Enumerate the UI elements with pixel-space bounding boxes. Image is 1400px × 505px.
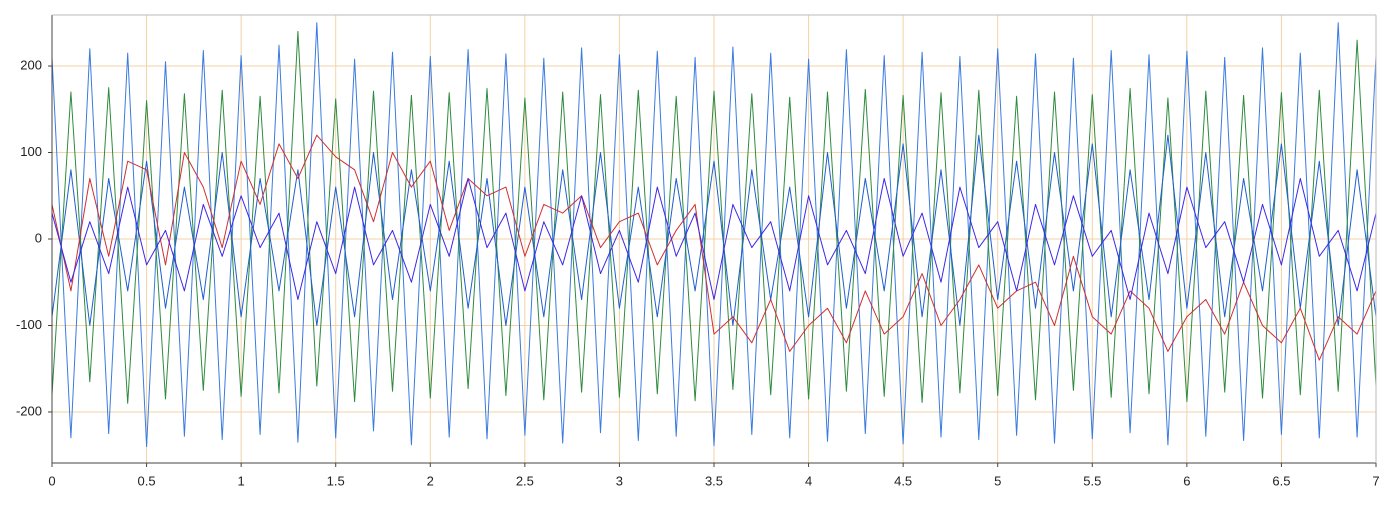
x-tick-label: 1.5 — [327, 473, 345, 488]
y-tick-label: 0 — [35, 230, 42, 245]
x-tick-label: 3.5 — [705, 473, 723, 488]
x-tick-label: 4.5 — [894, 473, 912, 488]
signal-trace — [51, 178, 1377, 300]
x-tick-label: 2 — [427, 473, 434, 488]
x-tick-label: 5 — [994, 473, 1001, 488]
x-tick-label: 6.5 — [1272, 473, 1290, 488]
y-tick-label: -100 — [16, 317, 42, 332]
x-tick-label: 0 — [48, 473, 55, 488]
y-tick-label: 200 — [20, 57, 42, 72]
axes: 0 0.5 1 1.5 2 2.5 3 3.5 4 4.5 5 5.5 6 6.5 7 -200 -100 0 10… — [16, 14, 1380, 488]
signal-trace — [51, 134, 1377, 361]
signal-trace — [51, 30, 1377, 404]
x-tick-label: 1 — [238, 473, 245, 488]
x-tick-label: 4 — [805, 473, 812, 488]
x-tick-label: 7 — [1372, 473, 1379, 488]
signal-trace — [51, 22, 1377, 448]
grid — [51, 15, 1377, 463]
x-tick-label: 0.5 — [138, 473, 156, 488]
traces — [51, 22, 1377, 448]
y-tick-label: -200 — [16, 403, 42, 418]
x-tick-label: 2.5 — [516, 473, 534, 488]
signal-trace — [51, 134, 1377, 326]
x-tick-label: 5.5 — [1083, 473, 1101, 488]
x-tick-label: 6 — [1183, 473, 1190, 488]
x-tick-label: 3 — [616, 473, 623, 488]
y-tick-label: 100 — [20, 144, 42, 159]
